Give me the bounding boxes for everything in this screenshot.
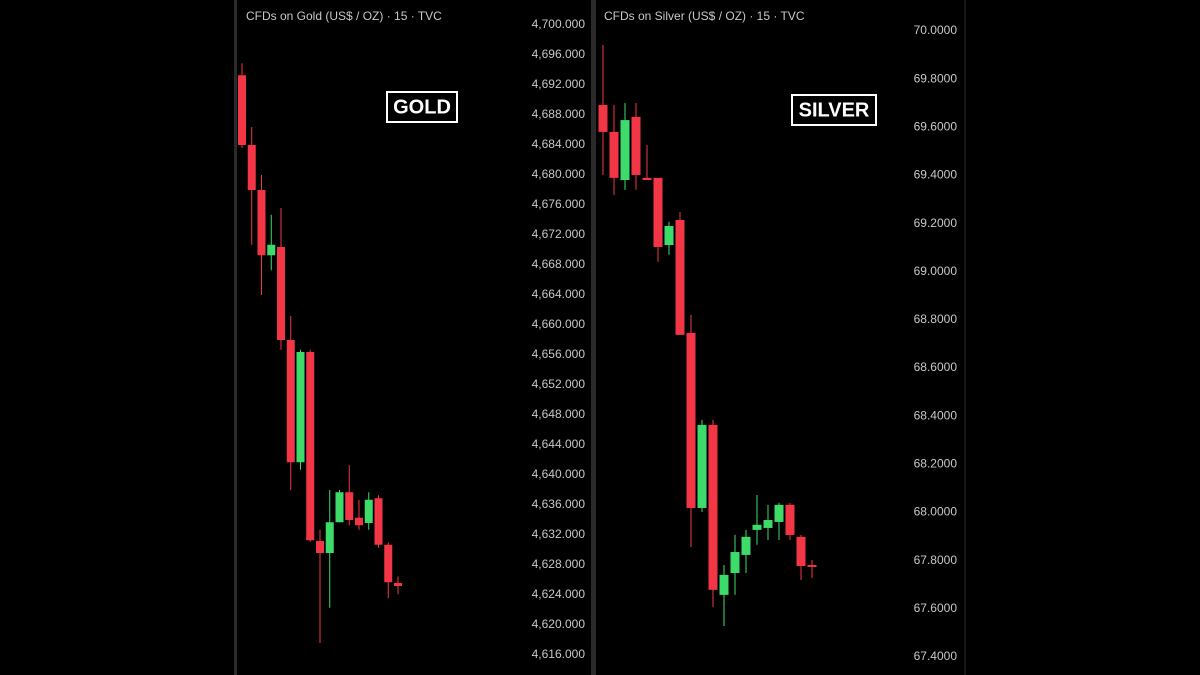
candle-body <box>785 504 795 535</box>
y-tick-label: 4,664.000 <box>532 287 586 301</box>
y-tick-label: 4,700.000 <box>532 17 586 31</box>
candle-body <box>653 177 663 247</box>
y-tick-label: 4,692.000 <box>532 77 586 91</box>
y-tick-label: 69.0000 <box>914 264 958 278</box>
y-tick-label: 69.4000 <box>914 168 958 182</box>
chart-title: CFDs on Gold (US$ / OZ) · 15 · TVC <box>246 9 442 23</box>
candle-body <box>277 247 285 340</box>
candle-body <box>796 536 806 566</box>
candle-body <box>719 574 729 595</box>
candle-body <box>675 220 685 335</box>
y-tick-label: 67.4000 <box>914 649 958 663</box>
candle-body <box>664 226 674 246</box>
candle-body <box>247 145 256 190</box>
panel-border <box>964 0 966 675</box>
candle-body <box>335 492 344 523</box>
y-tick-label: 68.4000 <box>914 408 958 422</box>
candle-body <box>708 424 718 590</box>
candle-body <box>364 499 373 523</box>
y-tick-label: 4,672.000 <box>532 227 586 241</box>
y-tick-label: 4,628.000 <box>532 557 586 571</box>
candle-body <box>730 552 740 573</box>
y-tick-label: 69.6000 <box>914 119 958 133</box>
y-tick-label: 4,620.000 <box>532 617 586 631</box>
chart-label: GOLD <box>393 96 451 118</box>
chart-title: CFDs on Silver (US$ / OZ) · 15 · TVC <box>604 9 805 23</box>
y-tick-label: 4,668.000 <box>532 257 586 271</box>
candle-body <box>257 190 266 256</box>
candle-body <box>686 332 696 508</box>
candle-body <box>238 75 246 145</box>
panel-border <box>234 0 237 675</box>
y-tick-label: 4,676.000 <box>532 197 586 211</box>
candle-body <box>609 131 619 178</box>
y-tick-label: 4,688.000 <box>532 107 586 121</box>
candle-body <box>286 340 295 463</box>
y-tick-label: 68.0000 <box>914 505 958 519</box>
candle-body <box>620 120 630 181</box>
y-tick-label: 68.8000 <box>914 312 958 326</box>
y-tick-label: 67.8000 <box>914 553 958 567</box>
candle-body <box>774 504 784 522</box>
y-tick-label: 4,636.000 <box>532 497 586 511</box>
candle-body <box>763 520 773 528</box>
y-tick-label: 4,660.000 <box>532 317 586 331</box>
y-tick-label: 68.6000 <box>914 360 958 374</box>
y-tick-label: 67.6000 <box>914 601 958 615</box>
y-tick-label: 4,616.000 <box>532 647 586 661</box>
candle-body <box>374 498 383 545</box>
candle-body <box>355 517 363 526</box>
candle-body <box>384 544 393 583</box>
candle-body <box>697 424 707 508</box>
y-tick-label: 4,696.000 <box>532 47 586 61</box>
y-tick-label: 4,632.000 <box>532 527 586 541</box>
y-tick-label: 4,656.000 <box>532 347 586 361</box>
candle-body <box>631 116 641 175</box>
chart-label: SILVER <box>799 99 870 121</box>
candle-body <box>642 177 652 181</box>
y-tick-label: 69.8000 <box>914 71 958 85</box>
label-box <box>791 94 877 126</box>
candle-body <box>752 524 762 530</box>
candle-body <box>394 583 402 586</box>
y-tick-label: 70.0000 <box>914 23 958 37</box>
y-tick-label: 4,624.000 <box>532 587 586 601</box>
y-tick-label: 4,640.000 <box>532 467 586 481</box>
candle-body <box>306 352 315 541</box>
y-tick-label: 4,680.000 <box>532 167 586 181</box>
y-tick-label: 4,648.000 <box>532 407 586 421</box>
candle-body <box>345 492 354 520</box>
candle-body <box>741 536 751 555</box>
candle-body <box>267 244 276 256</box>
y-tick-label: 4,652.000 <box>532 377 586 391</box>
candle-body <box>296 352 305 463</box>
candle-body <box>807 565 817 567</box>
y-tick-label: 4,644.000 <box>532 437 586 451</box>
candle-body <box>325 522 334 553</box>
y-tick-label: 4,684.000 <box>532 137 586 151</box>
candle-body <box>316 541 324 553</box>
panel-border <box>591 0 596 675</box>
label-box <box>386 91 458 123</box>
y-tick-label: 68.2000 <box>914 457 958 471</box>
y-tick-label: 69.2000 <box>914 216 958 230</box>
candle-body <box>598 104 608 132</box>
